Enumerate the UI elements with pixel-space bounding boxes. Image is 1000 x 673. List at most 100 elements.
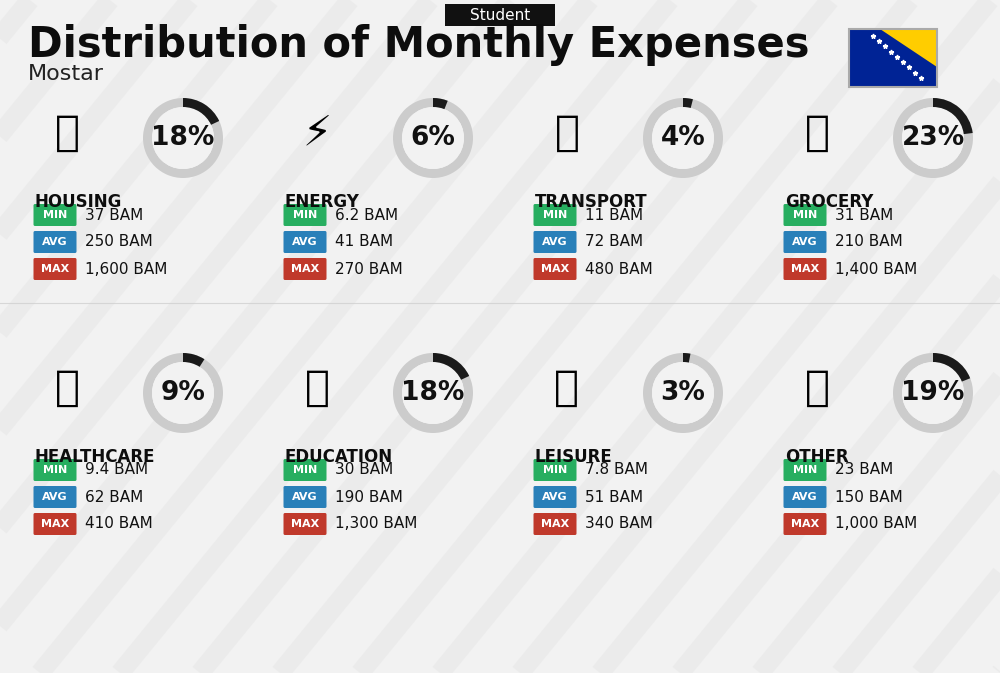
FancyBboxPatch shape (34, 486, 76, 508)
Text: 30 BAM: 30 BAM (335, 462, 393, 478)
Text: 23 BAM: 23 BAM (835, 462, 893, 478)
Text: 250 BAM: 250 BAM (85, 234, 153, 250)
Text: AVG: AVG (792, 237, 818, 247)
Circle shape (652, 107, 714, 169)
FancyBboxPatch shape (284, 258, 326, 280)
Text: Student: Student (470, 7, 530, 22)
FancyBboxPatch shape (784, 258, 826, 280)
Wedge shape (183, 353, 204, 367)
Text: 7.8 BAM: 7.8 BAM (585, 462, 648, 478)
Text: ENERGY: ENERGY (285, 193, 360, 211)
Text: 9%: 9% (161, 380, 205, 406)
Text: MIN: MIN (543, 465, 567, 475)
Text: 6%: 6% (411, 125, 455, 151)
Text: 1,400 BAM: 1,400 BAM (835, 262, 917, 277)
Text: TRANSPORT: TRANSPORT (535, 193, 648, 211)
Text: AVG: AVG (542, 237, 568, 247)
FancyBboxPatch shape (784, 204, 826, 226)
Circle shape (902, 107, 964, 169)
Text: 480 BAM: 480 BAM (585, 262, 653, 277)
Wedge shape (933, 98, 973, 134)
Text: MIN: MIN (293, 465, 317, 475)
FancyBboxPatch shape (284, 459, 326, 481)
Text: EDUCATION: EDUCATION (285, 448, 393, 466)
Wedge shape (393, 353, 473, 433)
FancyBboxPatch shape (534, 258, 576, 280)
Text: 210 BAM: 210 BAM (835, 234, 903, 250)
Text: AVG: AVG (292, 492, 318, 502)
FancyBboxPatch shape (784, 231, 826, 253)
Text: 🏢: 🏢 (54, 112, 80, 154)
Text: MIN: MIN (43, 210, 67, 220)
Text: 4%: 4% (661, 125, 705, 151)
FancyBboxPatch shape (784, 513, 826, 535)
Text: MAX: MAX (541, 519, 569, 529)
FancyBboxPatch shape (34, 258, 76, 280)
Circle shape (402, 362, 464, 424)
Text: 1,600 BAM: 1,600 BAM (85, 262, 167, 277)
Text: 🎓: 🎓 (304, 367, 330, 409)
Text: 11 BAM: 11 BAM (585, 207, 643, 223)
Text: OTHER: OTHER (785, 448, 849, 466)
Text: 18%: 18% (401, 380, 465, 406)
Wedge shape (433, 353, 469, 380)
Text: 6.2 BAM: 6.2 BAM (335, 207, 398, 223)
FancyBboxPatch shape (34, 204, 76, 226)
Text: AVG: AVG (292, 237, 318, 247)
Text: 1,000 BAM: 1,000 BAM (835, 516, 917, 532)
Wedge shape (433, 98, 448, 109)
FancyBboxPatch shape (34, 513, 76, 535)
Text: MIN: MIN (293, 210, 317, 220)
Text: 🚌: 🚌 (554, 112, 580, 154)
Text: MAX: MAX (41, 264, 69, 274)
Wedge shape (143, 353, 223, 433)
Circle shape (152, 362, 214, 424)
Text: 23%: 23% (901, 125, 965, 151)
Wedge shape (643, 98, 723, 178)
Text: MAX: MAX (41, 519, 69, 529)
Text: MIN: MIN (543, 210, 567, 220)
Text: 18%: 18% (151, 125, 215, 151)
Circle shape (152, 107, 214, 169)
Text: 🛍️: 🛍️ (554, 367, 580, 409)
Wedge shape (893, 353, 973, 433)
Wedge shape (143, 98, 223, 178)
Text: 🏥: 🏥 (54, 367, 80, 409)
Text: HOUSING: HOUSING (35, 193, 122, 211)
FancyBboxPatch shape (284, 231, 326, 253)
Text: 410 BAM: 410 BAM (85, 516, 153, 532)
Text: 72 BAM: 72 BAM (585, 234, 643, 250)
Text: 270 BAM: 270 BAM (335, 262, 403, 277)
Text: MAX: MAX (291, 519, 319, 529)
Text: AVG: AVG (42, 492, 68, 502)
FancyBboxPatch shape (34, 459, 76, 481)
Wedge shape (393, 98, 473, 178)
FancyBboxPatch shape (534, 459, 576, 481)
Text: 9.4 BAM: 9.4 BAM (85, 462, 148, 478)
Text: Mostar: Mostar (28, 64, 104, 84)
Text: LEISURE: LEISURE (535, 448, 613, 466)
Wedge shape (893, 98, 973, 178)
FancyBboxPatch shape (284, 486, 326, 508)
Text: Distribution of Monthly Expenses: Distribution of Monthly Expenses (28, 24, 810, 66)
Polygon shape (880, 29, 937, 67)
Text: 3%: 3% (661, 380, 705, 406)
Wedge shape (183, 98, 219, 125)
Text: 150 BAM: 150 BAM (835, 489, 903, 505)
FancyBboxPatch shape (284, 513, 326, 535)
Wedge shape (683, 353, 690, 363)
Wedge shape (643, 353, 723, 433)
Circle shape (652, 362, 714, 424)
Text: GROCERY: GROCERY (785, 193, 873, 211)
FancyBboxPatch shape (534, 486, 576, 508)
FancyBboxPatch shape (34, 231, 76, 253)
FancyBboxPatch shape (534, 204, 576, 226)
Text: 51 BAM: 51 BAM (585, 489, 643, 505)
Circle shape (902, 362, 964, 424)
Text: AVG: AVG (792, 492, 818, 502)
Text: MAX: MAX (541, 264, 569, 274)
FancyBboxPatch shape (784, 486, 826, 508)
Text: ⚡: ⚡ (302, 112, 332, 154)
Text: MAX: MAX (791, 264, 819, 274)
Text: MIN: MIN (43, 465, 67, 475)
